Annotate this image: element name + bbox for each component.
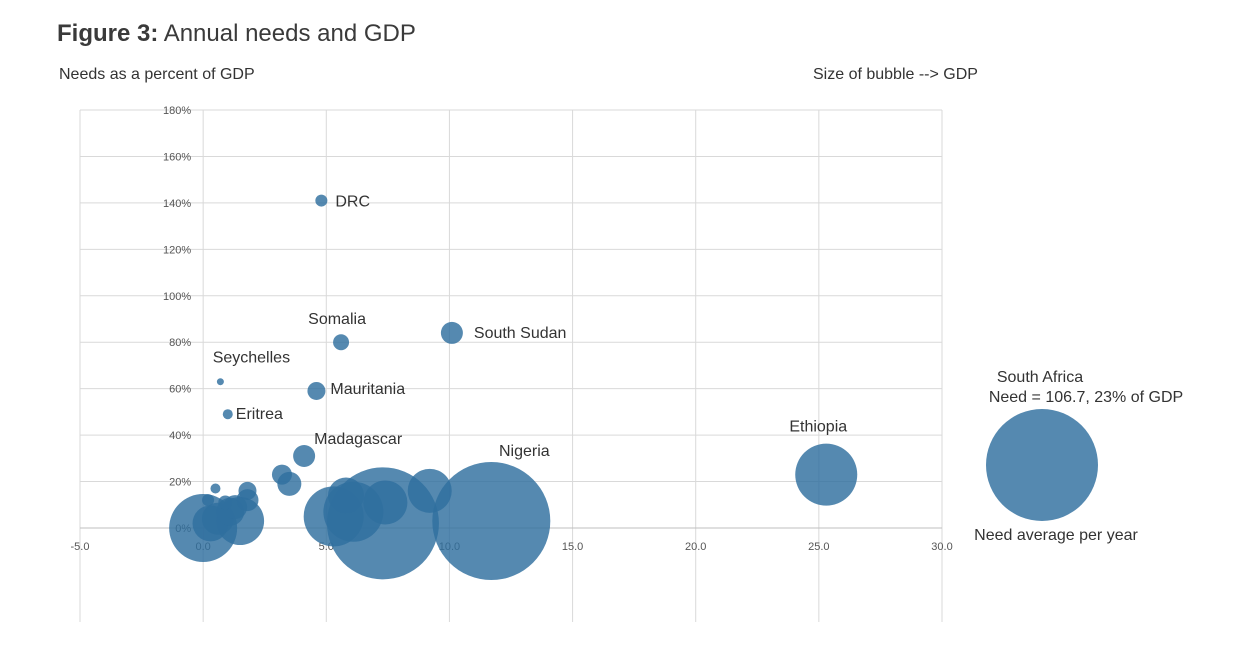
legend-title: South Africa [997,369,1083,386]
bubble [238,481,257,500]
bubble-label: South Sudan [474,325,567,342]
bubble-series [169,194,858,581]
bubble [307,381,326,400]
bubble [202,494,215,507]
bubble-label: DRC [335,194,370,211]
x-tick-label: -5.0 [71,541,90,553]
chart-title-lead: Figure 3: [57,20,159,47]
y-axis-label: Needs as a percent of GDP [59,66,255,83]
y-tick-label: 120% [163,244,191,256]
bubble-label: Madagascar [314,431,403,448]
bubble [327,477,364,514]
bubble [407,468,452,513]
bubble [218,495,233,510]
bubble-label: Somalia [308,311,366,328]
y-tick-label: 180% [163,105,191,117]
y-tick-label: 60% [169,384,191,396]
bubble-labels: DRC Somalia South Sudan Seychelles Mauritani… [213,194,848,460]
bubble [432,462,551,581]
y-tick-label: 160% [163,151,191,163]
bubble [210,483,221,494]
bubble-size-note: Size of bubble --> GDP [813,66,978,83]
bubble [293,445,316,468]
bubble [333,334,350,351]
bubble [440,321,463,344]
bubble-label: Ethiopia [789,419,847,436]
bubble-label: Seychelles [213,350,290,367]
chart-title: Figure 3: Annual needs and GDP [57,20,416,48]
y-tick-label: 40% [169,430,191,442]
legend-bubble [986,409,1098,521]
bubble [363,480,408,525]
bubble [216,378,224,386]
y-tick-label: 140% [163,198,191,210]
bubble [795,443,858,506]
x-tick-label: 30.0 [931,541,952,553]
bubble-label: Eritrea [236,406,283,423]
bubble [222,409,233,420]
x-tick-label: 15.0 [562,541,583,553]
bubble-size-legend: South Africa Need = 106.7, 23% of GDP Ne… [974,369,1183,544]
y-tick-label: 20% [169,477,191,489]
legend-caption: Need average per year [974,527,1138,544]
y-tick-label: 80% [169,337,191,349]
y-tick-label: 100% [163,291,191,303]
legend-note: Need = 106.7, 23% of GDP [989,389,1183,406]
bubble-label: Nigeria [499,443,550,460]
bubble [315,194,328,207]
x-tick-label: 20.0 [685,541,706,553]
chart-title-rest: Annual needs and GDP [158,20,416,47]
bubble [271,464,292,485]
bubble-label: Mauritania [330,381,405,398]
x-tick-label: 25.0 [808,541,829,553]
